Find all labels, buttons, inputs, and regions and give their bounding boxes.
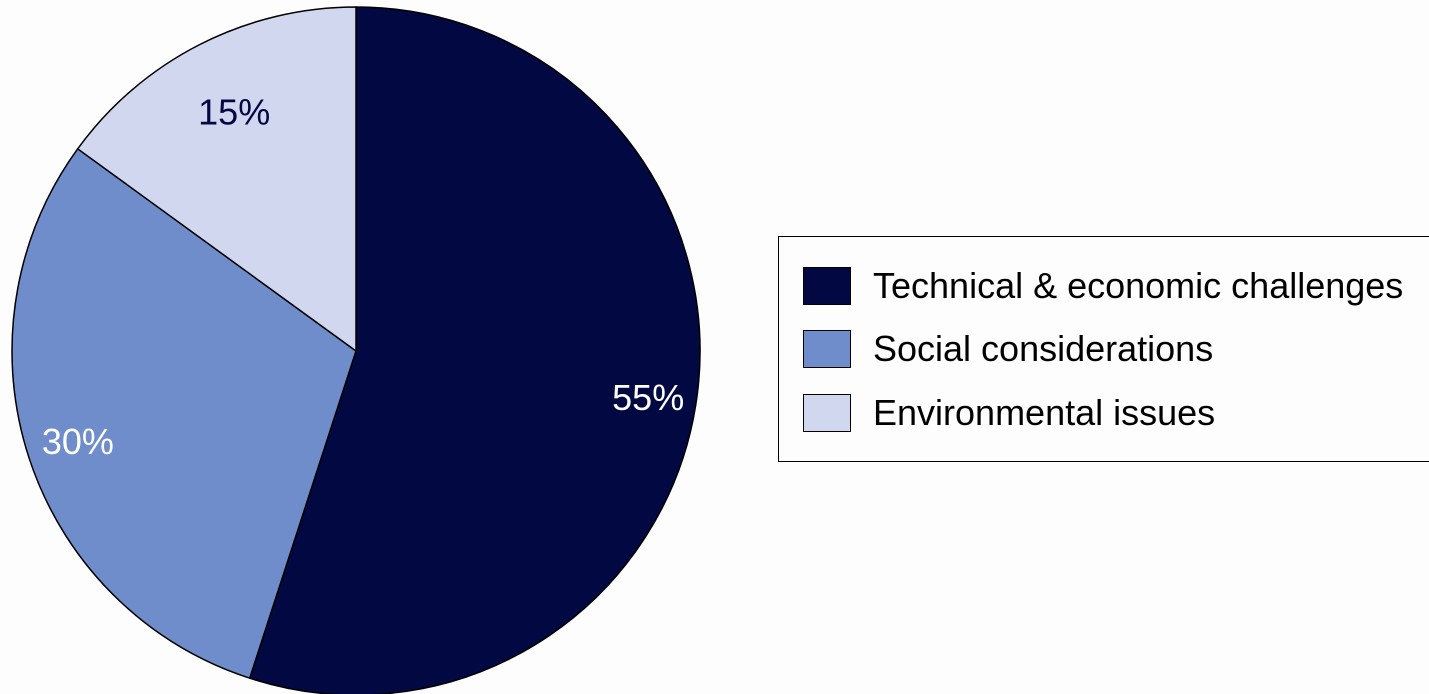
legend-item-technical-economic: Technical & economic challenges xyxy=(803,266,1403,306)
legend-item-social: Social considerations xyxy=(803,329,1213,369)
legend-label-social: Social considerations xyxy=(873,328,1213,370)
pie-slice-label-environmental: 15% xyxy=(198,91,270,132)
legend-label-environmental: Environmental issues xyxy=(873,392,1215,434)
pie-slice-label-social: 30% xyxy=(42,421,114,462)
chart-legend: Technical & economic challenges Social c… xyxy=(778,236,1429,462)
pie-slices xyxy=(12,7,700,694)
legend-label-technical-economic: Technical & economic challenges xyxy=(873,265,1403,307)
legend-swatch-environmental xyxy=(803,394,851,432)
legend-swatch-social xyxy=(803,330,851,368)
legend-swatch-technical-economic xyxy=(803,267,851,305)
pie-slice-label-technical-economic: 55% xyxy=(612,377,684,418)
legend-item-environmental: Environmental issues xyxy=(803,393,1215,433)
